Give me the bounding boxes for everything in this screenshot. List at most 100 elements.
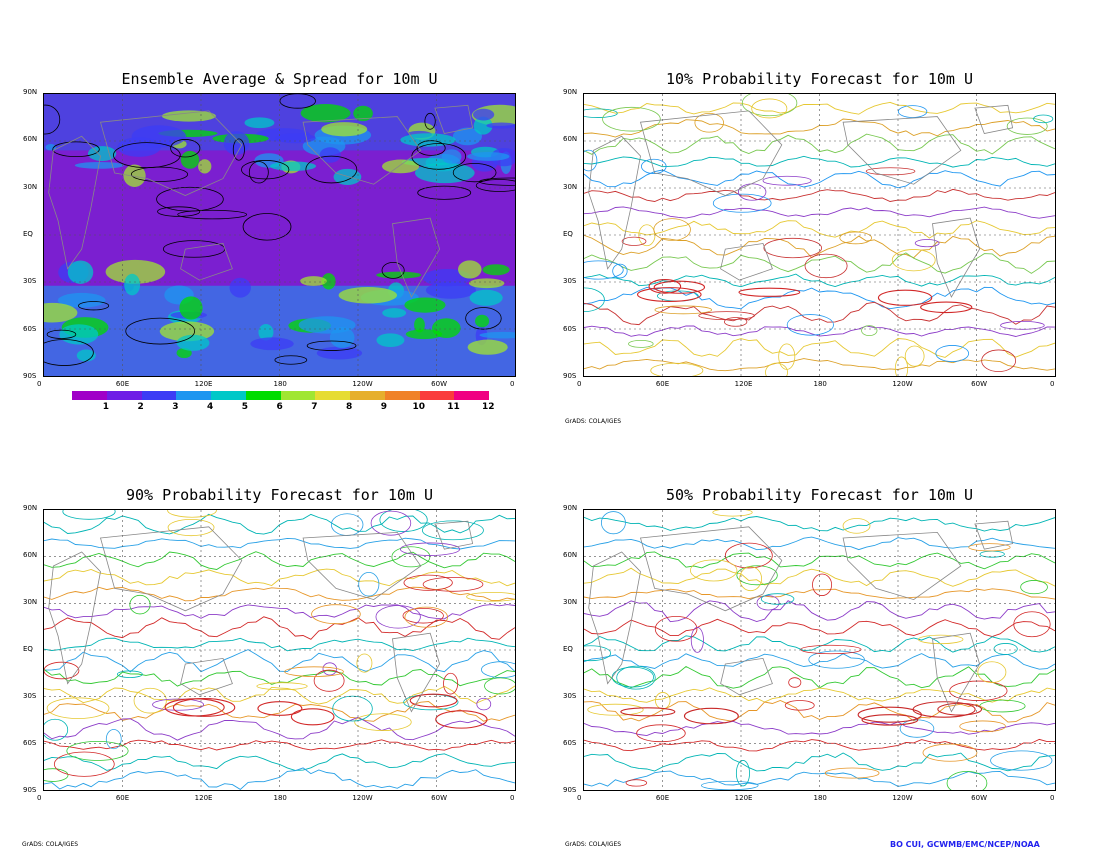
contour-line xyxy=(311,604,361,625)
spread-fill xyxy=(414,317,425,333)
contour-line xyxy=(839,231,873,245)
contour-line xyxy=(248,161,269,184)
longitude-label: 60E xyxy=(115,380,130,388)
contour-line xyxy=(416,140,446,156)
coastline xyxy=(932,217,981,298)
probability-50-map xyxy=(583,509,1056,791)
coastline xyxy=(588,135,641,270)
colorbar-swatch xyxy=(280,391,316,400)
spread-fill xyxy=(405,329,443,340)
contour-line xyxy=(44,753,515,771)
contour-line xyxy=(762,175,812,186)
latitude-label: 90S xyxy=(563,372,577,380)
latitude-label: 30N xyxy=(563,598,578,606)
panel-title-p50: 50% Probability Forecast for 10m U xyxy=(665,486,974,504)
contour-line xyxy=(736,565,778,586)
contour-line xyxy=(466,591,515,602)
spread-fill xyxy=(467,339,508,355)
spread-fill xyxy=(179,296,203,320)
spread-fill xyxy=(486,122,515,129)
longitude-label: 60E xyxy=(115,794,130,802)
contour-line xyxy=(584,358,1055,372)
spread-fill xyxy=(482,264,510,276)
contour-line xyxy=(628,339,654,348)
latitude-label: 90N xyxy=(23,504,38,512)
contour-line xyxy=(899,719,935,738)
contour-line xyxy=(621,236,647,246)
contour-line xyxy=(242,213,292,241)
contour-line xyxy=(400,542,461,556)
contour-line xyxy=(435,710,488,729)
contour-line xyxy=(421,520,484,541)
contour-line xyxy=(156,186,224,212)
spread-fill xyxy=(475,314,490,328)
spread-fill xyxy=(250,337,294,351)
spread-fill xyxy=(333,168,362,186)
longitude-label: 60E xyxy=(655,380,670,388)
colorbar-label: 5 xyxy=(241,402,249,412)
grads-credit: GrADS: COLA/IGES xyxy=(565,418,622,425)
contour-line xyxy=(584,665,1055,689)
spread-fill xyxy=(105,259,166,284)
longitude-label: 120E xyxy=(734,794,753,802)
coastline xyxy=(302,531,422,601)
contour-line xyxy=(584,700,1055,723)
coastline xyxy=(48,135,101,270)
spread-fill xyxy=(376,271,422,279)
latitude-label: 90S xyxy=(23,372,37,380)
contour-line xyxy=(812,573,833,596)
longitude-label: 0 xyxy=(1050,794,1055,802)
contour-line xyxy=(968,543,1011,552)
contour-line xyxy=(404,606,448,628)
contour-line xyxy=(177,209,248,220)
contour-line xyxy=(152,698,204,711)
contour-line xyxy=(443,672,459,695)
colorbar-swatch xyxy=(245,391,281,400)
latitude-label: EQ xyxy=(563,645,573,653)
contour-line xyxy=(600,511,626,535)
contour-line xyxy=(653,218,691,241)
contour-line xyxy=(914,239,940,248)
spread-fill xyxy=(473,116,493,135)
latitude-label: EQ xyxy=(23,645,33,653)
contour-line xyxy=(724,542,773,569)
contour-line xyxy=(356,653,373,673)
contour-line xyxy=(44,604,515,620)
spread-fill xyxy=(124,273,141,296)
contour-line xyxy=(894,356,909,376)
spread-fill xyxy=(67,260,94,284)
contour-line xyxy=(712,193,772,213)
contour-line xyxy=(897,105,928,118)
latitude-label: 60N xyxy=(23,135,38,144)
contour-line xyxy=(922,743,978,762)
contour-line xyxy=(403,574,453,591)
contour-line xyxy=(133,687,167,714)
colorbar-label: 8 xyxy=(346,402,353,412)
longitude-label: 60W xyxy=(971,794,987,802)
contour-line xyxy=(584,516,1055,532)
contour-line xyxy=(865,167,916,176)
contour-line xyxy=(904,345,925,367)
contour-line xyxy=(602,106,661,132)
contour-line xyxy=(584,635,1055,653)
spread-fill xyxy=(176,347,192,359)
contour-line xyxy=(305,155,358,184)
spread-fill xyxy=(321,122,368,137)
map-canvas xyxy=(44,510,515,790)
spread-fill xyxy=(223,131,250,155)
contour-line xyxy=(808,650,865,669)
longitude-label: 180 xyxy=(813,794,827,802)
contour-line xyxy=(912,701,976,718)
contour-line xyxy=(694,112,724,133)
longitude-label: 120W xyxy=(892,380,913,388)
contour-line xyxy=(1020,580,1048,595)
coastline xyxy=(392,632,441,713)
contour-line xyxy=(712,510,753,517)
contour-line xyxy=(977,661,1007,683)
spread-fill xyxy=(270,161,317,171)
panel-title-p90: 90% Probability Forecast for 10m U xyxy=(125,486,434,504)
latitude-label: EQ xyxy=(23,230,33,238)
spread-fill xyxy=(316,346,363,360)
colorbar-label: 7 xyxy=(311,402,318,412)
latitude-label: 30S xyxy=(563,692,577,700)
